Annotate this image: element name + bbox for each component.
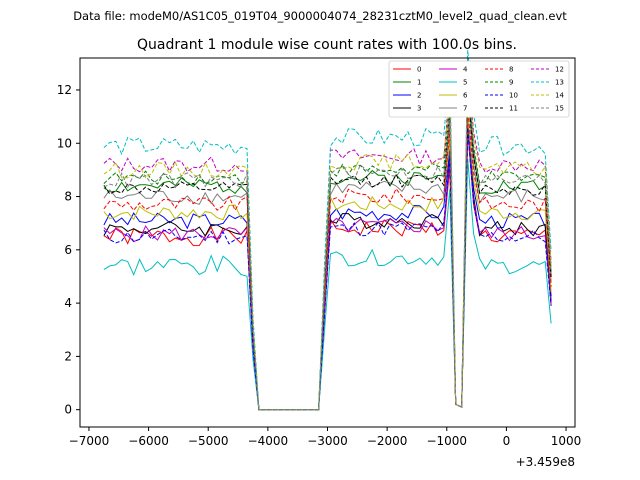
x-tick-label: −7000	[69, 434, 110, 448]
y-tick-label: 4	[64, 296, 72, 310]
legend-label-1: 1	[417, 79, 421, 87]
series-line-14	[103, 67, 552, 411]
legend-label-15: 15	[555, 105, 564, 113]
legend-label-5: 5	[463, 79, 467, 87]
y-tick-label: 0	[64, 403, 72, 417]
series-line-7	[103, 90, 552, 411]
series-line-13	[103, 49, 552, 411]
series-line-3	[103, 131, 552, 411]
x-tick-label: −3000	[307, 434, 348, 448]
x-axis: −7000 −6000 −5000 −4000 −3000 −2000 −1000 0 1000	[69, 427, 582, 448]
y-tick-label: 10	[57, 136, 72, 150]
legend-label-9: 9	[509, 79, 513, 87]
x-offset-label: +3.459e8	[516, 455, 575, 469]
legend-box	[388, 60, 570, 118]
legend-label-4: 4	[463, 66, 468, 74]
series-line-4	[103, 130, 552, 411]
x-tick-label: −6000	[128, 434, 169, 448]
y-tick-label: 2	[64, 349, 72, 363]
legend-label-7: 7	[463, 105, 467, 113]
series-layer	[103, 49, 552, 411]
legend-label-8: 8	[509, 66, 513, 74]
series-line-0	[103, 126, 552, 411]
legend-label-0: 0	[417, 66, 421, 74]
legend-label-10: 10	[509, 92, 518, 100]
x-tick-label: −5000	[188, 434, 229, 448]
x-tick-label: −2000	[367, 434, 408, 448]
series-line-5	[103, 158, 552, 411]
y-tick-label: 8	[64, 190, 72, 204]
x-tick-label: 0	[503, 434, 511, 448]
chart-title: Quadrant 1 module wise count rates with …	[137, 37, 517, 53]
y-axis: 0 2 4 6 8 10 12	[57, 83, 80, 417]
y-tick-label: 12	[57, 83, 72, 97]
legend-label-6: 6	[463, 92, 468, 100]
series-line-2	[103, 114, 552, 411]
y-tick-label: 6	[64, 243, 72, 257]
series-line-10	[103, 127, 552, 411]
figure-suptitle: Data file: modeM0/AS1C05_019T04_90000040…	[73, 9, 567, 23]
legend-label-2: 2	[417, 92, 421, 100]
legend-label-11: 11	[509, 105, 518, 113]
legend-label-14: 14	[555, 92, 564, 100]
legend-label-12: 12	[555, 66, 564, 74]
x-tick-label: −4000	[248, 434, 289, 448]
series-line-12	[103, 58, 552, 411]
series-line-9	[103, 75, 552, 411]
legend-label-3: 3	[417, 105, 421, 113]
series-line-15	[103, 71, 552, 411]
plot-area: −7000 −6000 −5000 −4000 −3000 −2000 −1000 0 1000…	[57, 49, 582, 448]
legend-label-13: 13	[555, 79, 564, 87]
series-line-8	[103, 108, 552, 411]
x-tick-label: −1000	[426, 434, 467, 448]
series-line-11	[103, 89, 552, 411]
series-line-6	[103, 112, 552, 411]
x-tick-label: 1000	[551, 434, 582, 448]
